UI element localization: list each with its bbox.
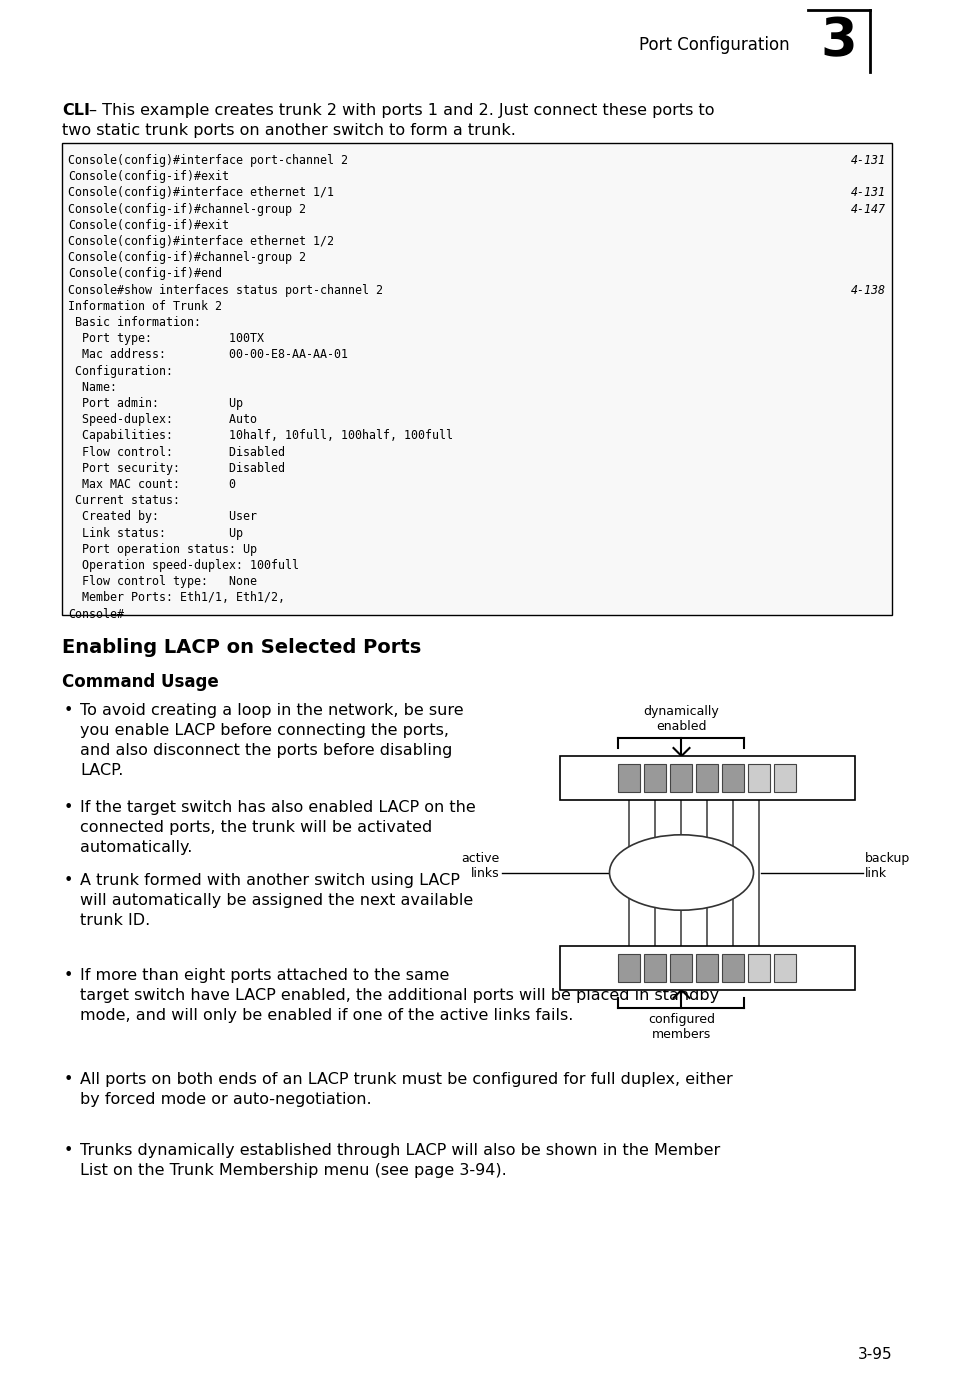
Text: Flow control type:   None: Flow control type: None (68, 575, 256, 589)
Bar (748, 763, 770, 793)
Bar (696, 763, 718, 793)
Text: 4-138: 4-138 (850, 283, 885, 297)
Text: •: • (64, 702, 73, 718)
Text: mode, and will only be enabled if one of the active links fails.: mode, and will only be enabled if one of… (80, 1008, 573, 1023)
Text: two static trunk ports on another switch to form a trunk.: two static trunk ports on another switch… (62, 124, 516, 137)
Text: you enable LACP before connecting the ports,: you enable LACP before connecting the po… (80, 723, 449, 738)
Bar (670, 763, 692, 793)
Text: connected ports, the trunk will be activated: connected ports, the trunk will be activ… (80, 820, 432, 836)
Text: Console(config-if)#exit: Console(config-if)#exit (68, 171, 229, 183)
Text: 3-95: 3-95 (857, 1346, 891, 1362)
Bar (774, 954, 796, 981)
Text: To avoid creating a loop in the network, be sure: To avoid creating a loop in the network,… (80, 702, 463, 718)
Text: active
links: active links (461, 851, 499, 880)
Text: Port admin:          Up: Port admin: Up (68, 397, 243, 409)
Text: target switch have LACP enabled, the additional ports will be placed in standby: target switch have LACP enabled, the add… (80, 988, 719, 1004)
Text: 4-131: 4-131 (850, 154, 885, 167)
Text: Console#: Console# (68, 608, 124, 620)
Text: Command Usage: Command Usage (62, 673, 218, 691)
Text: trunk ID.: trunk ID. (80, 913, 150, 929)
Text: Current status:: Current status: (68, 494, 180, 507)
Text: If more than eight ports attached to the same: If more than eight ports attached to the… (80, 967, 449, 983)
Text: Flow control:        Disabled: Flow control: Disabled (68, 446, 285, 458)
Ellipse shape (609, 834, 753, 911)
Bar (644, 763, 666, 793)
Bar (618, 954, 639, 981)
Text: •: • (64, 1072, 73, 1087)
Text: Configuration:: Configuration: (68, 365, 172, 378)
Text: Link status:         Up: Link status: Up (68, 526, 243, 540)
Text: •: • (64, 799, 73, 815)
Text: Capabilities:        10half, 10full, 100half, 100full: Capabilities: 10half, 10full, 100half, 1… (68, 429, 453, 443)
Text: configured
members: configured members (647, 1013, 714, 1041)
Text: Port operation status: Up: Port operation status: Up (68, 543, 256, 555)
Bar (670, 954, 692, 981)
Text: All ports on both ends of an LACP trunk must be configured for full duplex, eith: All ports on both ends of an LACP trunk … (80, 1072, 732, 1087)
Text: Name:: Name: (68, 380, 117, 394)
Bar (721, 763, 743, 793)
Text: Enabling LACP on Selected Ports: Enabling LACP on Selected Ports (62, 638, 421, 657)
Text: Console(config-if)#channel-group 2: Console(config-if)#channel-group 2 (68, 203, 306, 215)
Text: Member Ports: Eth1/1, Eth1/2,: Member Ports: Eth1/1, Eth1/2, (68, 591, 285, 604)
Text: Created by:          User: Created by: User (68, 511, 256, 523)
Bar (696, 954, 718, 981)
Text: Console(config)#interface ethernet 1/1: Console(config)#interface ethernet 1/1 (68, 186, 334, 200)
Text: Console(config-if)#end: Console(config-if)#end (68, 268, 222, 280)
Bar (62, 143, 891, 615)
Text: •: • (64, 967, 73, 983)
Text: Operation speed-duplex: 100full: Operation speed-duplex: 100full (68, 559, 298, 572)
Text: •: • (64, 873, 73, 888)
Text: Max MAC count:       0: Max MAC count: 0 (68, 477, 235, 491)
Text: LACP.: LACP. (80, 763, 123, 779)
Text: A trunk formed with another switch using LACP: A trunk formed with another switch using… (80, 873, 459, 888)
Text: 4-147: 4-147 (850, 203, 885, 215)
Text: Port security:       Disabled: Port security: Disabled (68, 462, 285, 475)
Text: Port Configuration: Port Configuration (639, 36, 789, 54)
Text: will automatically be assigned the next available: will automatically be assigned the next … (80, 892, 473, 908)
Text: 4-131: 4-131 (850, 186, 885, 200)
Text: backup
link: backup link (864, 851, 909, 880)
Text: Console(config-if)#channel-group 2: Console(config-if)#channel-group 2 (68, 251, 306, 264)
Text: by forced mode or auto-negotiation.: by forced mode or auto-negotiation. (80, 1092, 372, 1108)
Text: Console(config)#interface ethernet 1/2: Console(config)#interface ethernet 1/2 (68, 235, 334, 248)
Text: Trunks dynamically established through LACP will also be shown in the Member: Trunks dynamically established through L… (80, 1142, 720, 1158)
Text: If the target switch has also enabled LACP on the: If the target switch has also enabled LA… (80, 799, 476, 815)
Text: Port type:           100TX: Port type: 100TX (68, 332, 264, 346)
Bar (618, 763, 639, 793)
Bar (721, 954, 743, 981)
Bar (559, 947, 854, 990)
Text: Speed-duplex:        Auto: Speed-duplex: Auto (68, 414, 256, 426)
Text: Basic information:: Basic information: (68, 316, 201, 329)
Text: Mac address:         00-00-E8-AA-AA-01: Mac address: 00-00-E8-AA-AA-01 (68, 348, 348, 361)
Text: dynamically
enabled: dynamically enabled (643, 705, 719, 733)
Bar (559, 756, 854, 799)
Text: Console(config)#interface port-channel 2: Console(config)#interface port-channel 2 (68, 154, 348, 167)
Text: Console(config-if)#exit: Console(config-if)#exit (68, 219, 229, 232)
Text: Information of Trunk 2: Information of Trunk 2 (68, 300, 222, 312)
Bar (644, 954, 666, 981)
Bar (748, 954, 770, 981)
Text: 3: 3 (820, 15, 857, 67)
Text: CLI: CLI (62, 103, 90, 118)
Text: – This example creates trunk 2 with ports 1 and 2. Just connect these ports to: – This example creates trunk 2 with port… (89, 103, 714, 118)
Text: Console#show interfaces status port-channel 2: Console#show interfaces status port-chan… (68, 283, 382, 297)
Text: automatically.: automatically. (80, 840, 193, 855)
Bar (774, 763, 796, 793)
Text: •: • (64, 1142, 73, 1158)
Text: and also disconnect the ports before disabling: and also disconnect the ports before dis… (80, 743, 452, 758)
Text: List on the Trunk Membership menu (see page 3-94).: List on the Trunk Membership menu (see p… (80, 1163, 506, 1178)
